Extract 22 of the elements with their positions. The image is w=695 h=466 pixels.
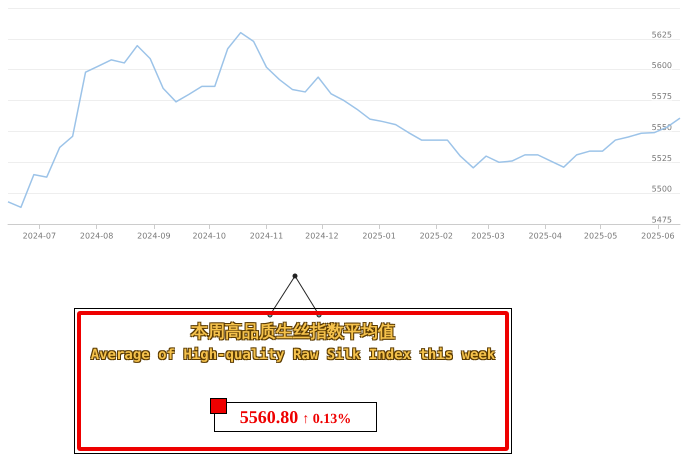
x-tick-label: 2025-01 — [362, 232, 396, 240]
text: Average of High-quality Raw Silk Index this week — [90, 347, 496, 363]
y-tick-label: 5625 — [652, 30, 672, 40]
y-tick-label: 5575 — [652, 92, 672, 102]
x-tick-label: 2024-08 — [80, 232, 114, 240]
x-tick-label: 2025-04 — [528, 232, 562, 240]
x-tick-label: 2025-06 — [641, 232, 675, 240]
y-tick-label: 5525 — [652, 154, 672, 163]
x-tick-label: 2024-11 — [250, 232, 284, 240]
x-tick-label: 2024-07 — [22, 232, 56, 240]
x-tick-label: 2025-03 — [471, 232, 505, 240]
x-tick-label: 2024-09 — [137, 232, 171, 240]
text: 本周高品质生丝指数平均值 — [190, 321, 396, 343]
text: ↑ 0.13% — [302, 412, 352, 427]
y-tick-label: 5600 — [652, 61, 672, 70]
y-tick-label: 5500 — [652, 184, 672, 194]
y-tick-label: 5475 — [652, 216, 672, 224]
x-tick-label: 2024-12 — [305, 232, 339, 240]
text: 5560.80 — [240, 407, 298, 427]
x-tick-label: 2025-02 — [420, 232, 454, 240]
x-tick-label: 2024-10 — [192, 232, 226, 240]
x-tick-label: 2025-05 — [584, 232, 618, 240]
